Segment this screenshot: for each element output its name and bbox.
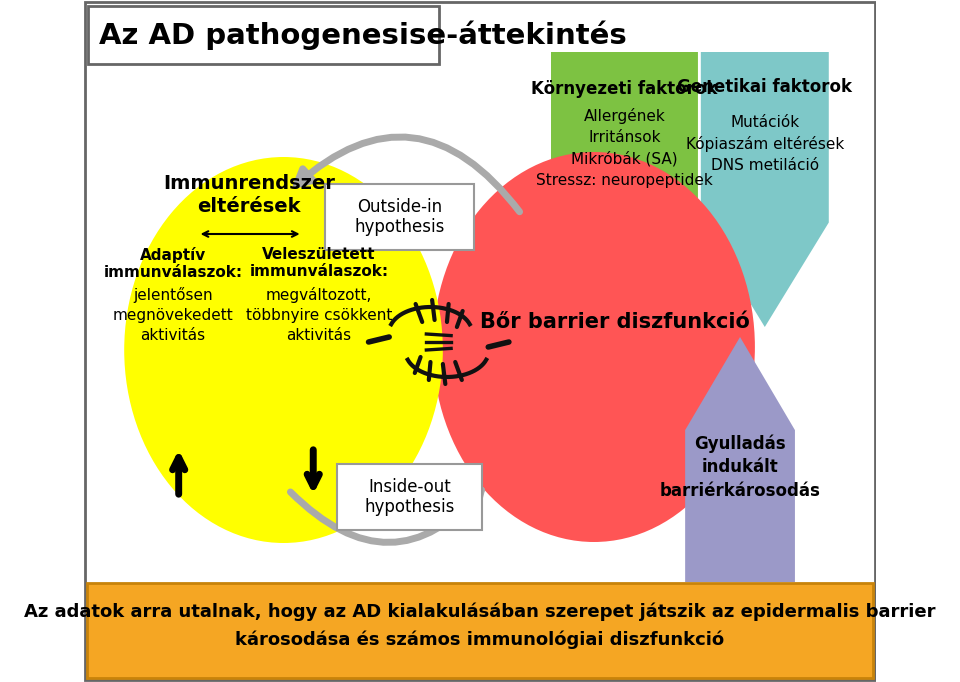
Text: Veleszületett
immunválaszok:: Veleszületett immunválaszok:	[250, 247, 389, 280]
FancyBboxPatch shape	[324, 184, 474, 250]
Text: Bőr barrier diszfunkció: Bőr barrier diszfunkció	[480, 312, 750, 332]
Circle shape	[124, 157, 443, 543]
Text: Az adatok arra utalnak, hogy az AD kialakulásában szerepet játszik az epidermali: Az adatok arra utalnak, hogy az AD kiala…	[24, 603, 936, 621]
Text: Outside-in
hypothesis: Outside-in hypothesis	[355, 198, 445, 237]
Text: Mutációk
Kópiaszám eltérések
DNS metiláció: Mutációk Kópiaszám eltérések DNS metilác…	[685, 115, 844, 173]
Text: Genetikai faktorok: Genetikai faktorok	[678, 78, 852, 96]
Text: Allergének
Irritánsok
Mikróbák (SA)
Stressz: neuropeptidek: Allergének Irritánsok Mikróbák (SA) Stre…	[536, 108, 713, 188]
Circle shape	[433, 152, 755, 542]
FancyBboxPatch shape	[85, 2, 875, 680]
Text: jelentősen
megnövekedett
aktivitás: jelentősen megnövekedett aktivitás	[112, 287, 233, 342]
Text: Adaptív
immunválaszok:: Adaptív immunválaszok:	[104, 247, 243, 280]
FancyBboxPatch shape	[87, 583, 873, 678]
Text: megváltozott,
többnyire csökkent
aktivitás: megváltozott, többnyire csökkent aktivit…	[246, 287, 393, 342]
FancyArrowPatch shape	[297, 137, 519, 212]
FancyBboxPatch shape	[337, 464, 483, 530]
Text: Az AD pathogenesise-áttekintés: Az AD pathogenesise-áttekintés	[99, 20, 626, 50]
Polygon shape	[551, 52, 698, 357]
Text: károsodása és számos immunológiai diszfunkció: károsodása és számos immunológiai diszfu…	[235, 631, 725, 649]
Text: Gyulladás
indukált
barriérkárosodás: Gyulladás indukált barriérkárosodás	[660, 434, 821, 500]
Polygon shape	[701, 52, 828, 327]
Text: Környezeti faktorok: Környezeti faktorok	[531, 80, 718, 98]
FancyBboxPatch shape	[88, 6, 439, 64]
Text: Inside-out
hypothesis: Inside-out hypothesis	[365, 477, 455, 516]
Polygon shape	[685, 337, 795, 582]
Text: Immunrendszer
eltérések: Immunrendszer eltérések	[163, 174, 335, 216]
FancyArrowPatch shape	[291, 490, 481, 542]
